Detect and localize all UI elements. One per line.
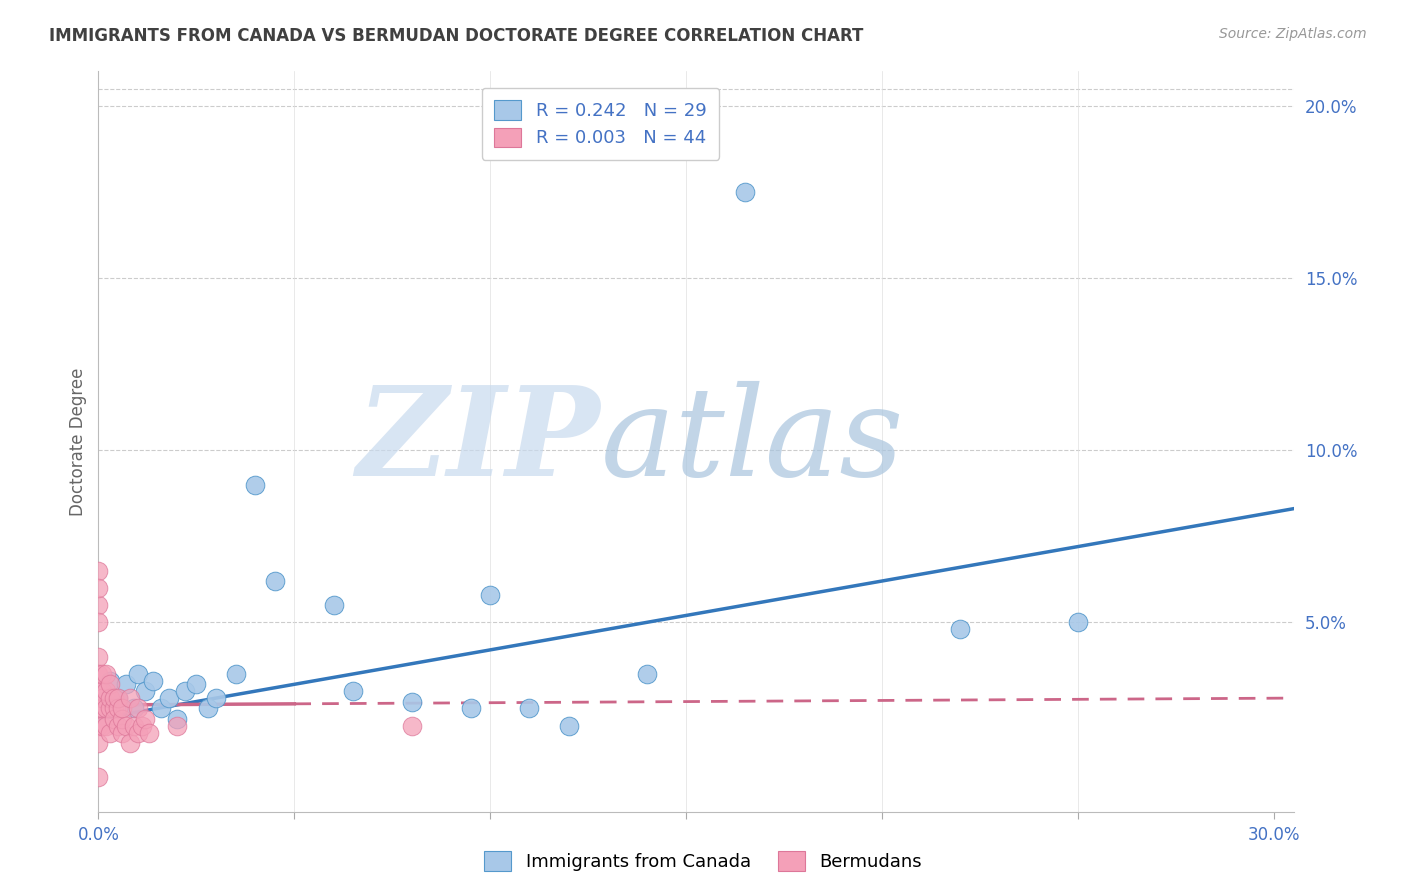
Point [103, 691, 125, 706]
Point [186, 677, 208, 691]
Point [111, 725, 134, 739]
Point [166, 712, 188, 726]
Point [263, 574, 285, 588]
Point [91, 667, 114, 681]
Point [96, 684, 118, 698]
Point [557, 718, 579, 732]
Point [87, 701, 110, 715]
Point [87, 667, 110, 681]
Point [118, 736, 141, 750]
Point [322, 598, 344, 612]
Point [103, 712, 125, 726]
Point [460, 701, 482, 715]
Y-axis label: Doctorate Degree: Doctorate Degree [69, 368, 87, 516]
Point [122, 718, 145, 732]
Point [87, 564, 110, 578]
Point [401, 694, 423, 708]
Point [107, 691, 129, 706]
Point [205, 691, 228, 706]
Point [115, 677, 138, 691]
Point [87, 581, 110, 595]
Point [87, 736, 110, 750]
Point [127, 701, 149, 715]
Point [96, 718, 118, 732]
Point [342, 684, 364, 698]
Point [150, 701, 173, 715]
Point [142, 673, 165, 688]
Point [107, 718, 129, 732]
Text: Source: ZipAtlas.com: Source: ZipAtlas.com [1219, 27, 1367, 41]
Point [131, 718, 153, 732]
Point [138, 725, 160, 739]
Point [91, 684, 114, 698]
Point [166, 718, 188, 732]
Point [96, 667, 118, 681]
Point [197, 701, 219, 715]
Point [98, 691, 121, 706]
Point [118, 691, 141, 706]
Point [107, 701, 129, 715]
Point [122, 701, 145, 715]
Point [519, 701, 541, 715]
Point [107, 691, 129, 706]
Point [87, 615, 110, 630]
Point [173, 684, 195, 698]
Point [1067, 615, 1090, 630]
Text: ZIP: ZIP [357, 381, 600, 502]
Text: IMMIGRANTS FROM CANADA VS BERMUDAN DOCTORATE DEGREE CORRELATION CHART: IMMIGRANTS FROM CANADA VS BERMUDAN DOCTO… [49, 27, 863, 45]
Point [87, 684, 110, 698]
Point [479, 588, 502, 602]
Point [401, 718, 423, 732]
Point [87, 598, 110, 612]
Point [636, 667, 658, 681]
Point [91, 701, 114, 715]
Point [87, 770, 110, 784]
Point [127, 725, 149, 739]
Point [111, 701, 134, 715]
Point [243, 477, 266, 491]
Point [157, 691, 180, 706]
Legend: R = 0.242   N = 29, R = 0.003   N = 44: R = 0.242 N = 29, R = 0.003 N = 44 [482, 87, 718, 160]
Legend: Immigrants from Canada, Bermudans: Immigrants from Canada, Bermudans [477, 844, 929, 879]
Point [98, 701, 121, 715]
Point [91, 684, 114, 698]
Point [111, 712, 134, 726]
Point [134, 684, 156, 698]
Point [96, 701, 118, 715]
Point [98, 725, 121, 739]
Point [87, 649, 110, 664]
Point [949, 622, 972, 636]
Point [134, 712, 156, 726]
Point [127, 667, 149, 681]
Point [115, 718, 138, 732]
Point [734, 185, 756, 199]
Point [98, 673, 121, 688]
Point [91, 691, 114, 706]
Point [103, 701, 125, 715]
Point [91, 718, 114, 732]
Text: atlas: atlas [600, 381, 904, 502]
Point [87, 718, 110, 732]
Point [98, 677, 121, 691]
Point [225, 667, 247, 681]
